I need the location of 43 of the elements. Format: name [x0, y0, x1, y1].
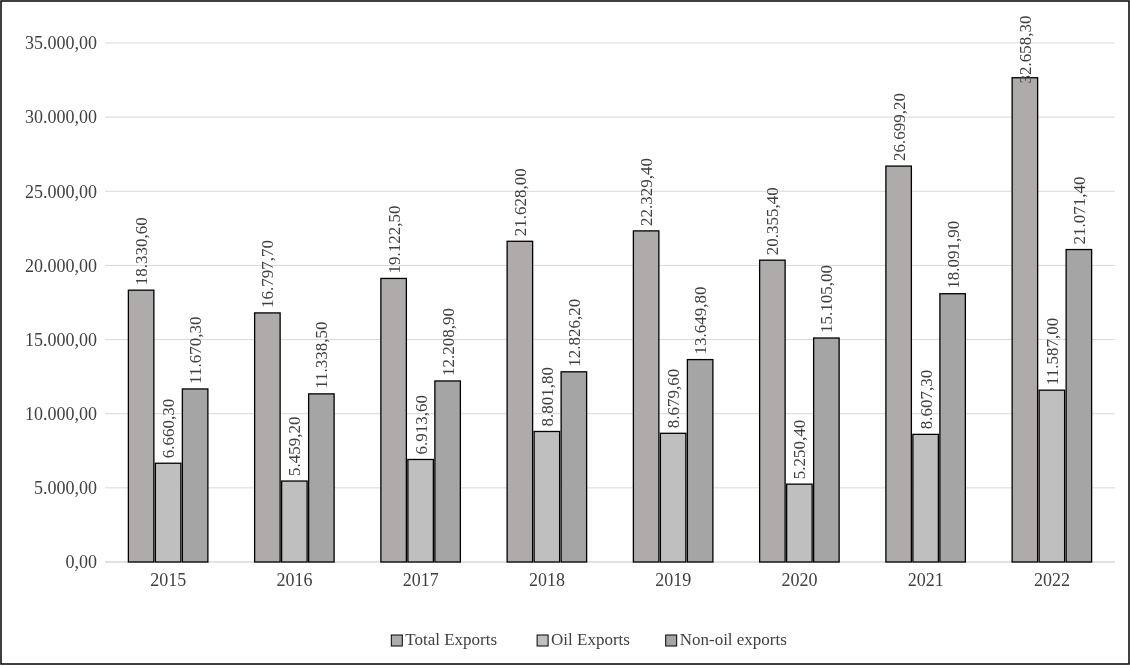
- y-tick-label: 35.000,00: [25, 33, 97, 54]
- data-label: 16.797,70: [258, 239, 278, 308]
- x-tick-label: 2019: [655, 570, 692, 590]
- data-label: 19.122,50: [384, 205, 404, 274]
- x-tick-label: 2021: [907, 570, 944, 590]
- x-tick-label: 2020: [781, 570, 818, 590]
- data-label: 20.355,40: [763, 187, 783, 256]
- data-label: 8.607,30: [916, 369, 936, 430]
- data-label: 11.587,00: [1042, 317, 1062, 386]
- data-label: 12.208,90: [438, 307, 458, 376]
- data-label: 11.670,30: [186, 316, 206, 384]
- y-tick-label: 30.000,00: [25, 107, 97, 128]
- x-tick-label: 2015: [150, 570, 187, 590]
- x-tick-label: 2018: [528, 570, 565, 590]
- data-label: 13.649,80: [691, 286, 711, 355]
- data-label: 32.658,30: [1015, 15, 1035, 84]
- data-label: 26.699,20: [889, 93, 909, 162]
- x-tick-label: 2016: [276, 570, 313, 590]
- data-label: 18.091,90: [943, 220, 963, 289]
- legend-label: Total Exports: [405, 630, 498, 649]
- y-tick-label: 5.000,00: [34, 478, 97, 499]
- y-tick-label: 20.000,00: [25, 255, 97, 276]
- x-tick-label: 2022: [1033, 570, 1070, 590]
- data-label: 5.250,40: [790, 419, 810, 480]
- y-tick-label: 0,00: [65, 552, 97, 573]
- data-label: 8.801,80: [537, 366, 557, 427]
- y-tick-label: 25.000,00: [25, 181, 97, 202]
- data-label: 8.679,60: [664, 368, 684, 429]
- data-label: 21.628,00: [510, 168, 530, 237]
- data-label: 15.105,00: [817, 265, 837, 334]
- data-label: 21.071,40: [1069, 176, 1089, 245]
- data-label: 6.913,60: [411, 394, 431, 455]
- x-tick-label: 2017: [402, 570, 439, 590]
- data-label: 12.826,20: [564, 298, 584, 367]
- legend-label: Non-oil exports: [679, 630, 787, 649]
- data-label: 6.660,30: [159, 398, 179, 459]
- data-label: 11.338,50: [312, 321, 332, 389]
- y-tick-label: 15.000,00: [25, 329, 97, 350]
- data-label: 18.330,60: [132, 217, 152, 286]
- data-label: 5.459,20: [285, 416, 305, 477]
- data-label: 22.329,40: [637, 157, 657, 226]
- y-tick-label: 10.000,00: [25, 404, 97, 425]
- legend-label: Oil Exports: [551, 630, 630, 649]
